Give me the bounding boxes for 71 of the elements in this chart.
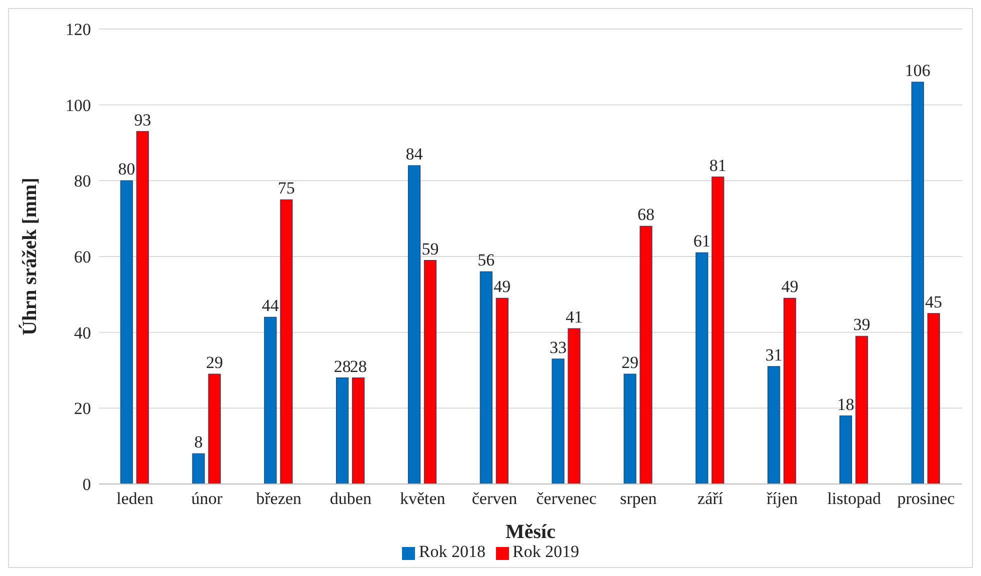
data-label: 81 [709, 156, 726, 175]
data-label: 41 [566, 308, 583, 327]
y-tick-label: 120 [66, 20, 91, 40]
y-tick-label: 0 [82, 475, 91, 494]
bar [712, 176, 724, 484]
bar [911, 82, 924, 484]
x-tick-label: listopad [827, 489, 882, 508]
legend-label: Rok 2018 [418, 542, 486, 561]
data-label: 18 [837, 394, 854, 414]
bar [480, 271, 492, 484]
bar [496, 298, 508, 484]
data-label: 33 [550, 338, 567, 357]
data-label: 80 [118, 160, 136, 179]
y-tick-label: 20 [74, 399, 91, 418]
bar [264, 316, 277, 484]
bar [640, 226, 652, 484]
x-tick-label: září [698, 489, 724, 508]
data-label: 75 [278, 178, 295, 198]
data-label: 29 [621, 353, 638, 372]
data-label: 68 [637, 205, 654, 224]
y-tick-label: 40 [74, 323, 91, 342]
bar [336, 378, 349, 484]
data-label: 28 [334, 356, 351, 376]
y-axis-title: Úhrn srážek [mm] [18, 178, 42, 336]
x-axis-title: Měsíc [506, 521, 556, 543]
x-tick-label: říjen [766, 489, 798, 508]
data-label: 39 [853, 315, 870, 334]
data-label: 49 [781, 277, 798, 296]
data-label: 45 [925, 292, 942, 312]
data-label: 44 [262, 296, 280, 316]
bar [839, 415, 852, 484]
x-tick-label: prosinec [897, 489, 956, 508]
bar [208, 374, 221, 484]
x-tick-label: leden [116, 489, 154, 508]
bar [855, 336, 868, 484]
bar [552, 358, 564, 484]
x-tick-label: květen [400, 489, 446, 508]
x-tick-label: únor [191, 489, 223, 508]
y-tick-label: 80 [74, 172, 91, 191]
legend-label: Rok 2019 [512, 542, 580, 561]
data-label: 31 [765, 345, 782, 364]
x-tick-label: srpen [620, 489, 658, 508]
data-label: 61 [693, 232, 710, 251]
data-label: 28 [350, 356, 367, 376]
bar [120, 180, 133, 484]
data-label: 49 [494, 277, 511, 296]
bar [136, 131, 149, 484]
data-label: 8 [194, 432, 203, 452]
bar [568, 328, 580, 484]
bar [408, 165, 421, 484]
x-tick-label: duben [330, 489, 372, 508]
bar [784, 298, 796, 484]
y-tick-label: 100 [66, 96, 91, 115]
data-label: 93 [134, 110, 152, 130]
x-tick-label: červen [472, 489, 518, 508]
x-tick-label: červenec [536, 489, 598, 508]
data-label: 84 [406, 144, 424, 164]
bar [624, 374, 636, 484]
data-label: 106 [904, 61, 930, 80]
bar [696, 252, 708, 484]
bar [424, 260, 437, 484]
y-tick-label: 60 [74, 248, 91, 267]
data-label: 56 [478, 250, 495, 270]
bar [768, 366, 780, 484]
bar [352, 378, 365, 484]
bar [192, 453, 205, 484]
data-label: 29 [206, 353, 223, 372]
x-tick-label: březen [256, 489, 302, 508]
bar [280, 199, 293, 484]
bar [927, 313, 940, 484]
data-label: 59 [422, 239, 439, 258]
